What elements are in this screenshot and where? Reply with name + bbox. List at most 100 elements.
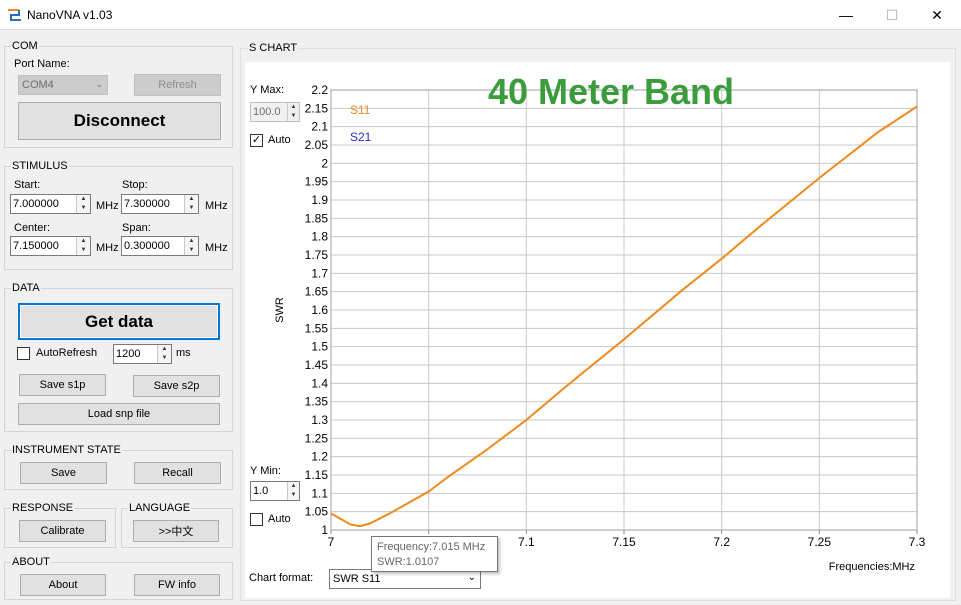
- stop-unit: MHz: [205, 200, 228, 212]
- spin-arrows-icon[interactable]: ▲ ▼: [184, 237, 198, 255]
- language-button[interactable]: >>中文: [133, 520, 219, 542]
- spin-arrows-icon[interactable]: ▲ ▼: [76, 195, 90, 213]
- about-button[interactable]: About: [20, 574, 106, 596]
- chart-format-label: Chart format:: [249, 572, 313, 584]
- y-tick-label: 1.85: [305, 211, 329, 225]
- chart-area[interactable]: 77.057.17.157.27.257.311.051.11.151.21.2…: [245, 62, 950, 598]
- chart-format-select[interactable]: SWR S11 ⌄: [329, 569, 481, 589]
- y-axis-label: SWR: [274, 297, 286, 323]
- stop-value: 7.300000: [124, 198, 170, 210]
- interval-input[interactable]: 1200 ▲ ▼: [113, 344, 172, 364]
- y-tick-label: 1.5: [311, 340, 328, 354]
- start-input[interactable]: 7.000000 ▲ ▼: [10, 194, 91, 214]
- save-state-button[interactable]: Save: [20, 462, 107, 484]
- center-label: Center:: [14, 222, 50, 234]
- spin-arrows-icon[interactable]: ▲ ▼: [287, 103, 299, 121]
- port-value: COM4: [22, 79, 54, 91]
- start-label: Start:: [14, 179, 40, 191]
- legend-s11: S11: [350, 103, 371, 117]
- language-label: LANGUAGE: [128, 502, 191, 514]
- interval-value: 1200: [116, 348, 140, 360]
- schart-label: S CHART: [248, 42, 298, 54]
- ymin-auto-label: Auto: [268, 513, 291, 525]
- spin-arrows-icon[interactable]: ▲ ▼: [287, 482, 299, 500]
- y-tick-label: 1.8: [311, 230, 328, 244]
- tooltip-frequency: 7.015 MHz: [432, 541, 485, 553]
- interval-unit: ms: [176, 347, 191, 359]
- ymin-input[interactable]: 1.0 ▲ ▼: [250, 481, 300, 501]
- app-icon: [7, 7, 25, 23]
- maximize-icon: ☐: [886, 7, 899, 24]
- title-bar[interactable]: NanoVNA v1.03 — ☐ ✕: [0, 0, 961, 30]
- y-tick-label: 1.2: [311, 450, 328, 464]
- x-tick-label: 7.1: [518, 535, 535, 549]
- y-tick-label: 1.45: [305, 358, 329, 372]
- disconnect-button[interactable]: Disconnect: [18, 102, 221, 140]
- close-button[interactable]: ✕: [914, 0, 960, 30]
- y-tick-label: 1.9: [311, 193, 328, 207]
- y-tick-label: 1.55: [305, 321, 329, 335]
- span-unit: MHz: [205, 242, 228, 254]
- autorefresh-label: AutoRefresh: [36, 347, 97, 359]
- load-snp-button[interactable]: Load snp file: [18, 403, 220, 425]
- ymin-label: Y Min:: [250, 465, 281, 477]
- save-s2p-button[interactable]: Save s2p: [133, 375, 220, 397]
- port-select[interactable]: COM4 ⌄: [18, 75, 108, 95]
- y-tick-label: 1.1: [311, 486, 328, 500]
- span-input[interactable]: 0.300000 ▲ ▼: [121, 236, 199, 256]
- y-tick-label: 2.1: [311, 120, 328, 134]
- ymin-value: 1.0: [253, 485, 268, 497]
- x-tick-label: 7.2: [713, 535, 730, 549]
- com-label: COM: [11, 40, 39, 52]
- ymin-auto-checkbox[interactable]: [250, 513, 263, 526]
- port-name-label: Port Name:: [14, 58, 70, 70]
- minimize-button[interactable]: —: [823, 0, 869, 30]
- y-tick-label: 1.15: [305, 468, 329, 482]
- y-tick-label: 2.15: [305, 101, 329, 115]
- chart-title: 40 Meter Band: [488, 71, 734, 112]
- start-value: 7.000000: [13, 198, 59, 210]
- autorefresh-checkbox[interactable]: [17, 347, 30, 360]
- close-icon: ✕: [931, 7, 943, 24]
- y-tick-label: 2.05: [305, 138, 329, 152]
- chevron-down-icon: ⌄: [95, 79, 103, 90]
- y-tick-label: 1.75: [305, 248, 329, 262]
- spin-arrows-icon[interactable]: ▲ ▼: [157, 345, 171, 363]
- y-tick-label: 1.05: [305, 505, 329, 519]
- y-tick-label: 1.25: [305, 431, 329, 445]
- stimulus-label: STIMULUS: [11, 160, 69, 172]
- legend-s21: S21: [350, 130, 372, 144]
- chart-format-value: SWR S11: [333, 573, 380, 585]
- center-unit: MHz: [96, 242, 119, 254]
- fw-info-button[interactable]: FW info: [134, 574, 220, 596]
- tooltip-swr: 1.0107: [406, 556, 440, 568]
- start-unit: MHz: [96, 200, 119, 212]
- stop-input[interactable]: 7.300000 ▲ ▼: [121, 194, 199, 214]
- response-label: RESPONSE: [11, 502, 74, 514]
- ymax-input[interactable]: 100.0 ▲ ▼: [250, 102, 300, 122]
- tooltip-frequency-label: Frequency:: [377, 541, 432, 553]
- x-tick-label: 7: [328, 535, 335, 549]
- refresh-button[interactable]: Refresh: [134, 74, 221, 96]
- maximize-button[interactable]: ☐: [869, 0, 915, 30]
- data-tooltip: Frequency:7.015 MHz SWR:1.0107: [371, 536, 498, 572]
- swr-chart[interactable]: 77.057.17.157.27.257.311.051.11.151.21.2…: [245, 62, 950, 598]
- y-tick-label: 1: [321, 523, 328, 537]
- y-tick-label: 1.95: [305, 175, 329, 189]
- data-label: DATA: [11, 282, 41, 294]
- stop-label: Stop:: [122, 179, 148, 191]
- ymax-auto-checkbox[interactable]: ✓: [250, 134, 263, 147]
- x-tick-label: 7.15: [612, 535, 636, 549]
- spin-arrows-icon[interactable]: ▲ ▼: [76, 237, 90, 255]
- about-label: ABOUT: [11, 556, 51, 568]
- save-s1p-button[interactable]: Save s1p: [19, 374, 106, 396]
- recall-button[interactable]: Recall: [134, 462, 221, 484]
- span-value: 0.300000: [124, 240, 170, 252]
- spin-arrows-icon[interactable]: ▲ ▼: [184, 195, 198, 213]
- calibrate-button[interactable]: Calibrate: [19, 520, 106, 542]
- center-input[interactable]: 7.150000 ▲ ▼: [10, 236, 91, 256]
- get-data-button[interactable]: Get data: [18, 303, 220, 340]
- minimize-icon: —: [839, 7, 853, 23]
- y-tick-label: 1.7: [311, 266, 328, 280]
- x-tick-label: 7.25: [808, 535, 832, 549]
